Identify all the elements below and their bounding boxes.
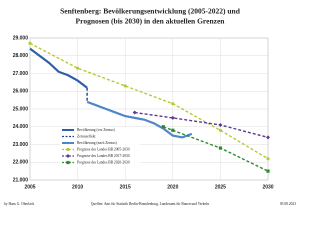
legend-label: Prognose des Landes BB 2017-2030 <box>77 154 130 158</box>
y-tick-label: 25.000 <box>13 106 29 112</box>
marker <box>266 157 270 161</box>
marker <box>266 169 270 173</box>
y-tick-label: 28.000 <box>13 53 29 59</box>
y-tick-label: 27.000 <box>13 71 29 77</box>
legend-box <box>60 127 140 167</box>
legend-label: Prognose des Landes BB 2020-2030 <box>77 160 130 164</box>
marker <box>171 128 175 132</box>
marker <box>218 128 222 132</box>
legend-label: Zensuseffekt <box>77 134 96 138</box>
series-line <box>134 111 269 139</box>
y-tick-label: 26.000 <box>13 89 29 95</box>
marker <box>161 125 165 129</box>
marker <box>66 160 70 165</box>
chart-title: Senftenberg: Bevölkerungsentwicklung (20… <box>60 7 241 16</box>
marker <box>218 122 223 127</box>
x-tick-label: 2015 <box>120 184 131 190</box>
x-tick-label: 2030 <box>262 184 273 190</box>
y-tick-label: 22.000 <box>13 160 29 166</box>
y-tick-label: 29.000 <box>13 35 29 41</box>
y-tick-label: 21.000 <box>13 177 29 183</box>
marker <box>66 154 70 158</box>
series-line <box>29 47 88 89</box>
chart-subtitle: Prognosen (bis 2030) in den aktuellen Gr… <box>76 17 226 26</box>
series-line <box>86 100 193 139</box>
source: Quellen: Amt für Statistik Berlin-Brande… <box>91 202 210 207</box>
x-tick-label: 2005 <box>24 184 35 190</box>
marker <box>66 147 70 152</box>
marker <box>28 41 32 45</box>
marker <box>123 84 127 88</box>
legend-label: Bevölkerung (nach Zensus) <box>77 141 118 145</box>
date: 05.08.2023 <box>280 202 296 206</box>
marker <box>170 115 175 120</box>
y-tick-label: 23.000 <box>13 142 29 148</box>
chart: Senftenberg: Bevölkerungsentwicklung (20… <box>4 6 297 207</box>
legend-label: Prognose des Landes BB 2005-2030 <box>77 147 130 151</box>
series-line <box>163 126 269 172</box>
credit: by Hans G. Oberlack <box>4 202 35 206</box>
y-tick-label: 24.000 <box>13 124 29 130</box>
legend-label: Bevölkerung (vor Zensus) <box>77 128 116 132</box>
marker <box>266 135 270 140</box>
marker <box>132 110 137 115</box>
marker <box>171 102 175 106</box>
marker <box>76 66 80 70</box>
x-tick-label: 2025 <box>215 184 226 190</box>
x-tick-label: 2020 <box>167 184 178 190</box>
marker <box>218 146 222 150</box>
x-tick-label: 2010 <box>72 184 83 190</box>
